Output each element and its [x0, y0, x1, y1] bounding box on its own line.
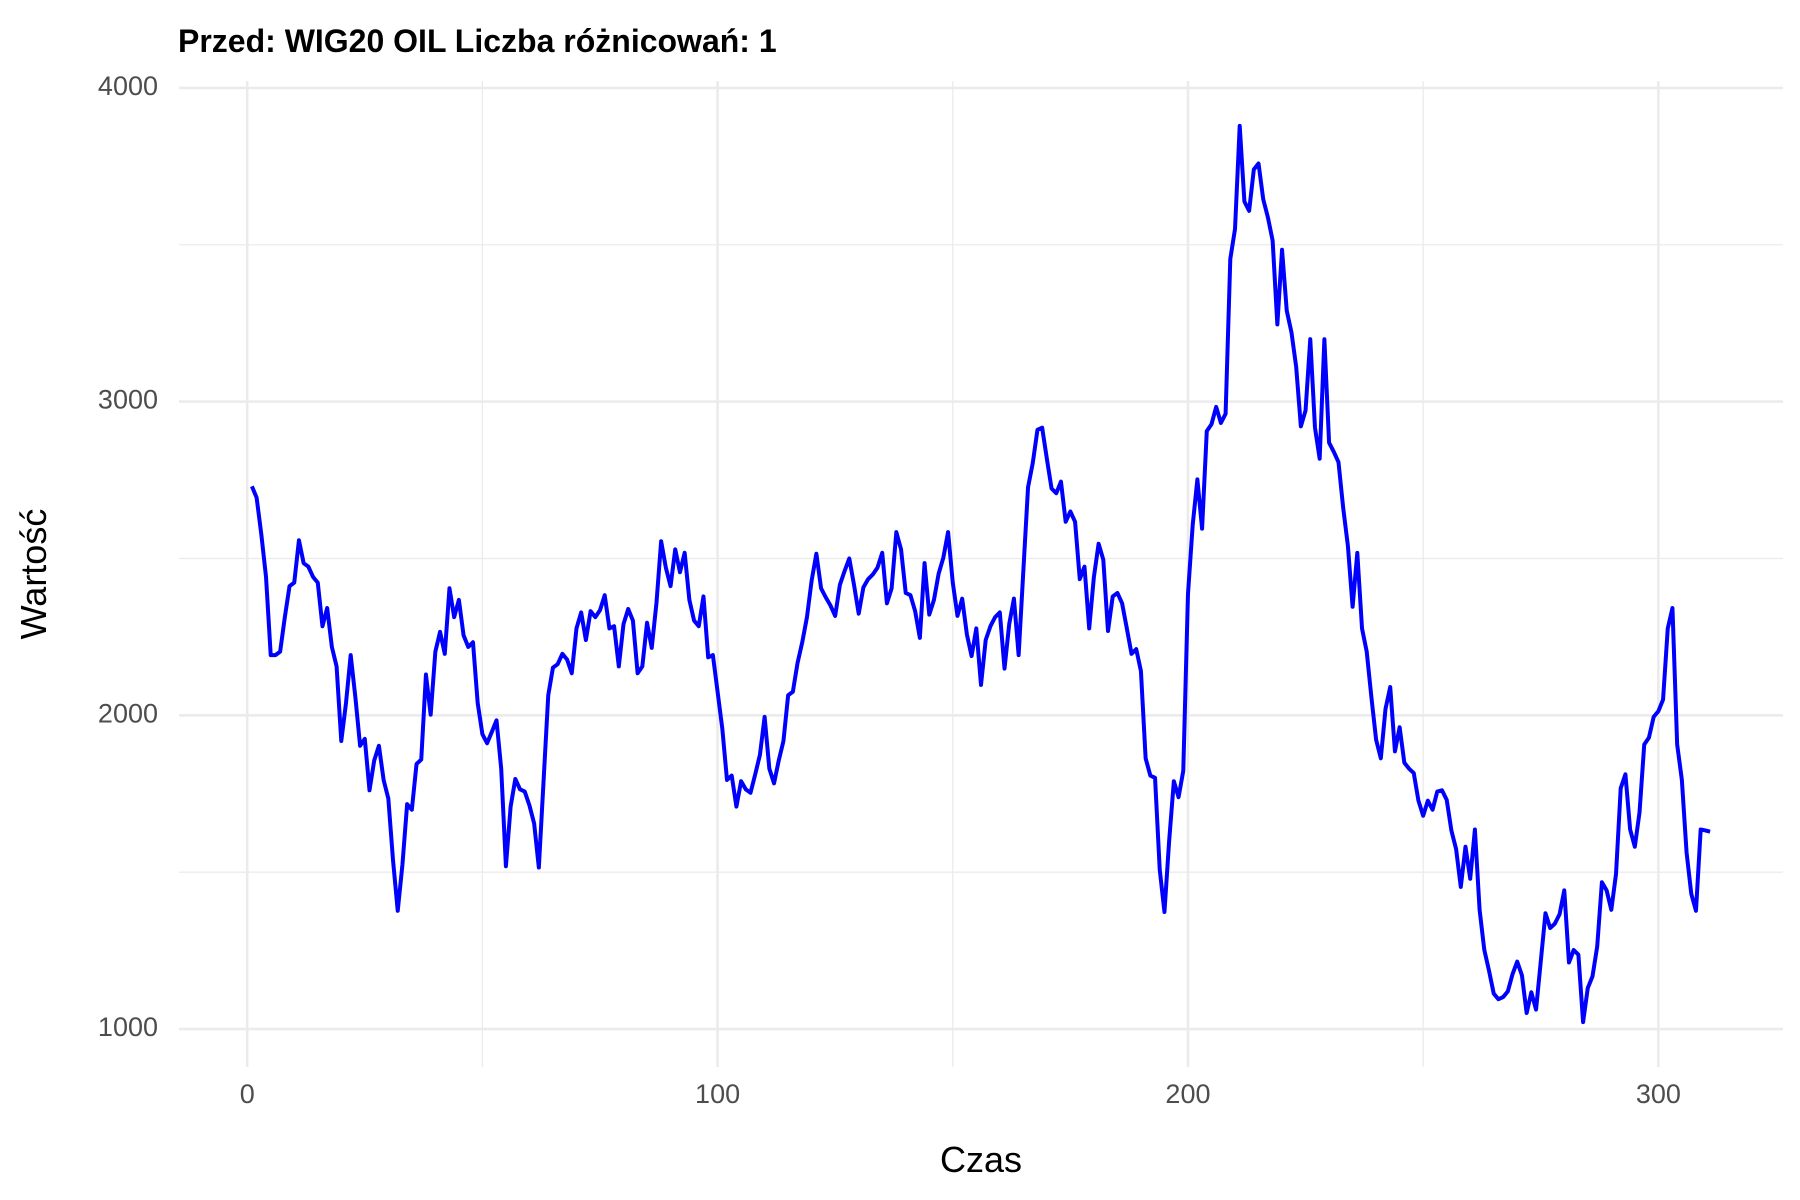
x-tick-label: 300 — [1636, 1079, 1681, 1109]
x-tick-label: 0 — [240, 1079, 255, 1109]
line — [250, 123, 1711, 1025]
y-tick-label: 1000 — [98, 1012, 158, 1042]
x-axis-title: Czas — [940, 1139, 1022, 1180]
grid — [179, 81, 1783, 1067]
y-axis-title: Wartość — [13, 509, 54, 640]
x-tick-label: 200 — [1165, 1079, 1210, 1109]
y-tick-label: 4000 — [98, 71, 158, 101]
x-tick-label: 100 — [695, 1079, 740, 1109]
chart-title: Przed: WIG20 OIL Liczba różnicowań: 1 — [178, 23, 777, 59]
y-tick-label: 3000 — [98, 385, 158, 415]
plot-area — [250, 123, 1711, 1025]
y-tick-label: 2000 — [98, 698, 158, 728]
